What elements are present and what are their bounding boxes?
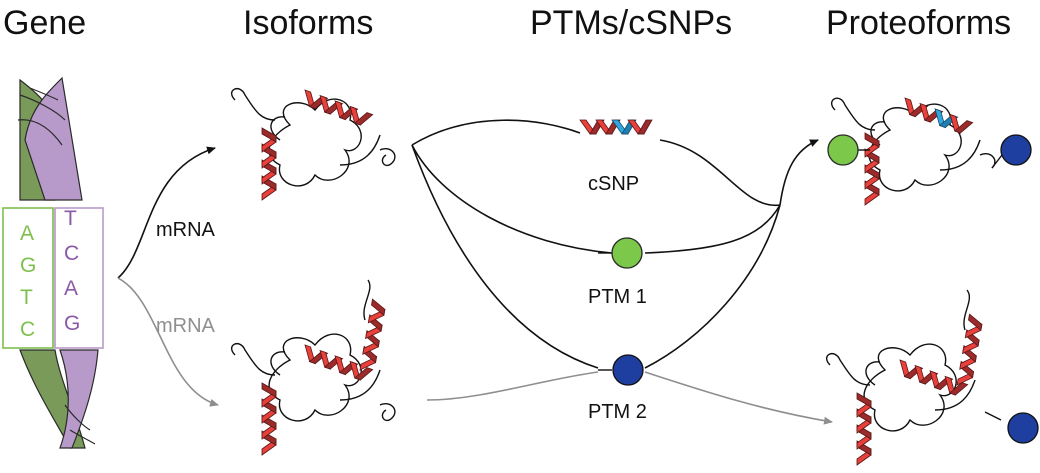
isoform-top-protein-icon xyxy=(230,87,396,201)
connector-grey-right xyxy=(644,371,833,425)
gene-base-right-4: G xyxy=(64,312,80,335)
proteoform-top-protein-icon xyxy=(827,97,1032,206)
gene-base-left-3: T xyxy=(20,286,33,309)
mrna-arrow-top xyxy=(117,146,216,279)
heading-isoforms: Isoforms xyxy=(243,4,373,42)
csnp-helix-icon xyxy=(579,119,653,135)
ptm1-label: PTM 1 xyxy=(588,286,647,308)
ptm1-green-circle-icon xyxy=(598,237,643,269)
gene-base-right-3: A xyxy=(64,277,78,300)
mrna-label-top: mRNA xyxy=(156,219,216,241)
gene-base-right-1: T xyxy=(64,207,77,230)
csnp-label: cSNP xyxy=(588,173,639,195)
heading-proteoforms: Proteoforms xyxy=(826,4,1011,42)
isoform-bottom-protein-icon xyxy=(230,279,396,456)
mrna-arrow-bottom xyxy=(117,277,219,407)
ptm2-label: PTM 2 xyxy=(588,401,647,423)
gene-base-left-4: C xyxy=(20,318,35,341)
connector-grey-left xyxy=(426,371,599,401)
connector-curves xyxy=(411,119,819,369)
gene-base-right-2: C xyxy=(64,242,79,265)
gene-dna-icon xyxy=(2,76,104,449)
gene-base-left-1: A xyxy=(20,222,34,245)
mrna-label-bottom: mRNA xyxy=(156,315,216,337)
ptm2-blue-circle-icon xyxy=(598,354,644,386)
proteoform-bottom-protein-icon xyxy=(825,289,1039,466)
heading-ptms: PTMs/cSNPs xyxy=(530,4,732,42)
gene-base-left-2: G xyxy=(20,254,36,277)
heading-gene: Gene xyxy=(3,4,86,42)
